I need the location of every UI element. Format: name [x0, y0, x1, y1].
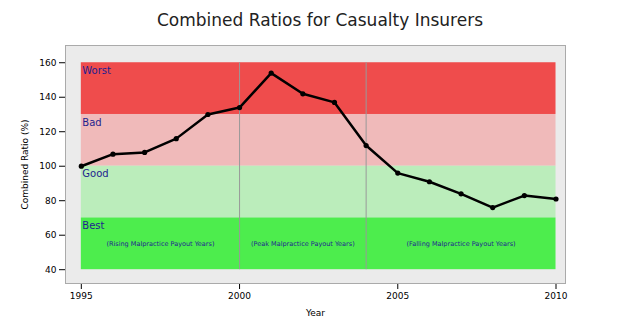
html-text:Combined Ratios for Casualty I: Combined Ratios for Casualty Insurers: [157, 10, 483, 30]
svg-text:Bad: Bad: [82, 117, 101, 128]
svg-text:2005: 2005: [386, 291, 409, 301]
svg-text:160: 160: [39, 58, 56, 68]
svg-text:(Rising Malpractice Payout Yea: (Rising Malpractice Payout Years): [106, 240, 214, 248]
svg-text:2010: 2010: [545, 291, 568, 301]
svg-text:100: 100: [39, 161, 56, 171]
svg-text:(Falling Malpractice Payout Ye: (Falling Malpractice Payout Years): [407, 240, 516, 248]
svg-text:1995: 1995: [70, 291, 93, 301]
svg-text:Combined Ratio (%): Combined Ratio (%): [20, 119, 30, 209]
svg-text:80: 80: [45, 196, 57, 206]
svg-text:Worst: Worst: [82, 65, 111, 76]
svg-text:2000: 2000: [228, 291, 251, 301]
svg-text:60: 60: [45, 230, 57, 240]
svg-text:(Peak Malpractice Payout Years: (Peak Malpractice Payout Years): [251, 240, 355, 248]
svg-text:120: 120: [39, 127, 56, 137]
svg-text:Year: Year: [305, 308, 325, 318]
svg-text:140: 140: [39, 92, 56, 102]
svg-text:Best: Best: [82, 220, 104, 231]
svg-text:Good: Good: [82, 168, 108, 179]
svg-text:40: 40: [45, 265, 57, 275]
